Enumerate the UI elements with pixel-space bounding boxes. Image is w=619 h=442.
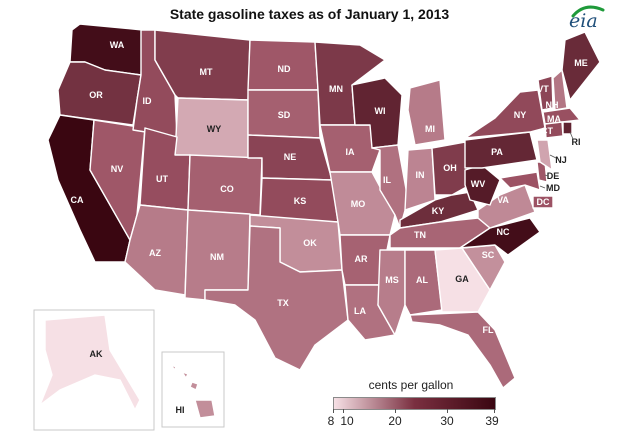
leader-DE: [544, 174, 549, 177]
label-WY: WY: [207, 124, 222, 134]
state-HI[interactable]: [171, 364, 216, 419]
label-KY: KY: [432, 206, 445, 216]
legend-title: cents per gallon: [368, 378, 454, 392]
label-UT: UT: [156, 174, 168, 184]
legend: cents per gallon 8 10 20 30 39: [325, 378, 499, 428]
label-KS: KS: [294, 196, 307, 206]
legend-tick-30: [447, 409, 448, 413]
label-CO: CO: [220, 184, 234, 194]
state-VT[interactable]: [537, 75, 554, 111]
label-ND: ND: [278, 64, 291, 74]
state-CT[interactable]: [544, 121, 564, 139]
state-MI[interactable]: [407, 79, 446, 146]
label-VT: VT: [537, 84, 549, 94]
label-IL: IL: [383, 175, 392, 185]
legend-color-ramp: [333, 397, 496, 410]
legend-label-10: 10: [340, 414, 354, 428]
label-MN: MN: [329, 84, 343, 94]
state-MA[interactable]: [542, 107, 581, 125]
label-AL: AL: [416, 275, 428, 285]
label-HI: HI: [176, 405, 185, 415]
legend-tick-20: [395, 409, 396, 413]
eia-logo-arc: [571, 5, 605, 18]
label-NJ: NJ: [555, 155, 567, 165]
eia-logo-text: eia: [569, 10, 598, 32]
label-OH: OH: [443, 163, 457, 173]
state-AL[interactable]: [404, 249, 443, 316]
label-FL: FL: [483, 325, 494, 335]
state-OH[interactable]: [431, 141, 471, 196]
label-CT: CT: [541, 126, 553, 136]
state-GA[interactable]: [434, 247, 491, 313]
label-AK: AK: [90, 349, 103, 359]
legend-tick-8: [333, 409, 334, 413]
label-NH: NH: [546, 100, 559, 110]
state-NY[interactable]: [464, 89, 546, 139]
label-ME: ME: [574, 58, 588, 68]
label-IA: IA: [346, 147, 356, 157]
eia-logo: eia: [559, 2, 609, 34]
state-FL[interactable]: [409, 311, 516, 389]
legend-tick-10: [343, 409, 344, 413]
label-SC: SC: [482, 250, 495, 260]
leader-MD: [539, 185, 546, 189]
legend-label-8: 8: [327, 414, 335, 428]
label-NV: NV: [111, 164, 124, 174]
label-AR: AR: [355, 254, 368, 264]
label-CA: CA: [71, 195, 84, 205]
label-OK: OK: [303, 238, 317, 248]
label-MS: MS: [385, 275, 399, 285]
label-OR: OR: [89, 90, 103, 100]
legend-label-39: 39: [485, 414, 499, 428]
label-DC: DC: [537, 197, 550, 207]
legend-label-20: 20: [388, 414, 402, 428]
state-IL[interactable]: [371, 144, 409, 229]
label-NE: NE: [284, 152, 297, 162]
label-IN: IN: [416, 170, 425, 180]
state-MS[interactable]: [377, 249, 406, 336]
label-RI: RI: [572, 137, 581, 147]
state-MD[interactable]: [499, 171, 541, 191]
label-MI: MI: [425, 124, 435, 134]
label-DE: DE: [547, 171, 560, 181]
leader-NJ: [549, 154, 557, 159]
leader-RI: [569, 131, 574, 140]
label-VA: VA: [497, 195, 509, 205]
label-TN: TN: [414, 230, 426, 240]
label-PA: PA: [491, 147, 503, 157]
state-AK[interactable]: [39, 314, 141, 411]
label-WV: WV: [471, 179, 486, 189]
label-MA: MA: [547, 114, 561, 124]
label-NM: NM: [210, 252, 224, 262]
state-ME[interactable]: [561, 31, 601, 101]
label-WI: WI: [375, 106, 386, 116]
label-LA: LA: [354, 306, 366, 316]
state-VA[interactable]: [477, 184, 536, 229]
label-SD: SD: [278, 110, 291, 120]
label-ID: ID: [143, 96, 153, 106]
label-WA: WA: [110, 40, 125, 50]
label-AZ: AZ: [149, 248, 161, 258]
label-GA: GA: [455, 274, 469, 284]
state-label-layer: WA OR CA ID NV MT WY UT AZ CO NM ND SD N…: [71, 40, 588, 415]
legend-tick-39: [494, 409, 495, 413]
state-TX[interactable]: [204, 225, 349, 371]
state-RI[interactable]: [562, 121, 573, 135]
label-NC: NC: [497, 227, 510, 237]
label-MT: MT: [200, 67, 213, 77]
hawaii-islands: [171, 364, 216, 419]
label-MD: MD: [546, 183, 560, 193]
map-title: State gasoline taxes as of January 1, 20…: [169, 6, 450, 22]
label-TX: TX: [277, 298, 289, 308]
state-NJ[interactable]: [536, 139, 553, 171]
legend-label-30: 30: [440, 414, 454, 428]
leader-lines: [539, 131, 574, 189]
label-NY: NY: [514, 110, 527, 120]
label-MO: MO: [351, 199, 366, 209]
dc-label-box[interactable]: [532, 195, 554, 209]
